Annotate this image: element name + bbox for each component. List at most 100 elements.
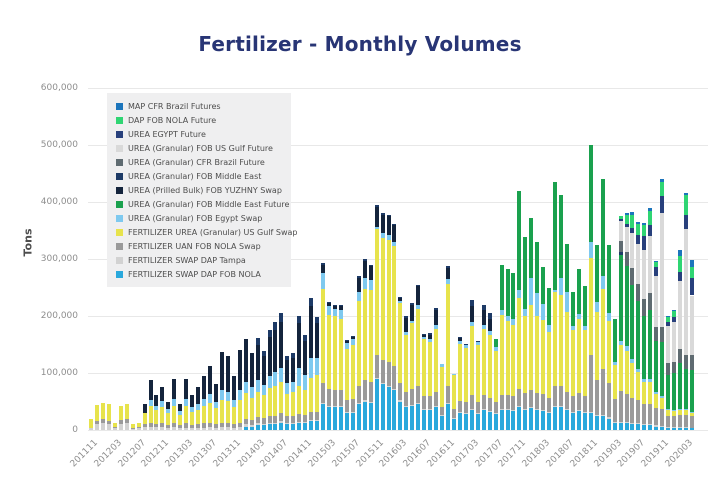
bar-segment: [624, 346, 629, 351]
bar-segment: [386, 239, 391, 363]
bar-segment: [523, 408, 528, 411]
bar-segment: [505, 316, 510, 321]
bar-segment: [374, 378, 379, 430]
bar-segment: [410, 305, 415, 321]
bar-segment: [642, 223, 647, 225]
bar-segment: [666, 321, 671, 327]
bar-segment: [178, 415, 183, 426]
bar-segment: [600, 415, 605, 430]
bar-segment: [654, 341, 659, 393]
bar-segment: [309, 377, 314, 412]
bar-segment: [249, 427, 254, 430]
gridline: [88, 373, 708, 374]
legend-item[interactable]: FERTILIZER UREA (Granular) US Gulf Swap: [116, 225, 297, 239]
bar-segment: [356, 403, 361, 405]
bar-segment: [684, 195, 688, 216]
legend-item[interactable]: UREA (Prilled Bulk) FOB YUZHNY Swap: [116, 183, 283, 197]
bar-segment: [255, 425, 260, 430]
bar-segment: [279, 423, 284, 430]
legend-item[interactable]: FERTILIZER SWAP DAP FOB NOLA: [116, 267, 283, 281]
bar-segment: [309, 421, 314, 430]
bar-segment: [434, 407, 439, 430]
bar-segment: [666, 374, 671, 409]
bar-segment: [499, 408, 504, 411]
bar-segment: [648, 207, 653, 211]
bar-segment: [535, 392, 540, 409]
bar-segment: [535, 293, 540, 316]
bar-segment: [672, 310, 677, 312]
bar-segment: [636, 223, 641, 236]
legend-item[interactable]: UREA (Granular) FOB Egypt Swap: [116, 211, 283, 225]
bar-segment: [440, 364, 445, 367]
bar-segment: [196, 427, 201, 430]
bar-segment: [660, 408, 665, 427]
bar-segment: [678, 410, 683, 415]
bar-segment: [689, 413, 694, 417]
bar-segment: [493, 402, 498, 414]
bar-segment: [434, 309, 439, 326]
bar-segment: [416, 386, 421, 404]
bar-segment: [428, 339, 433, 343]
bar-segment: [481, 304, 486, 311]
bar-segment: [457, 411, 462, 413]
bar-segment: [541, 304, 546, 320]
bar-segment: [344, 400, 349, 412]
bar-segment: [273, 329, 278, 373]
bar-segment: [678, 408, 683, 411]
bar-segment: [606, 313, 611, 321]
bar-segment: [243, 381, 248, 393]
bar-segment: [303, 389, 308, 416]
bar-segment: [374, 226, 379, 230]
legend-item[interactable]: UREA (Granular) CFR Brazil Future: [116, 155, 283, 169]
bar-segment: [332, 306, 337, 310]
bar-segment: [654, 266, 659, 276]
bar-segment: [172, 427, 177, 430]
bar-segment: [392, 225, 397, 242]
bar-segment: [338, 310, 343, 319]
bar-segment: [273, 372, 278, 387]
bar-segment: [255, 417, 260, 424]
bar-segment: [672, 415, 677, 428]
legend-item[interactable]: UREA (Granular) FOB Middle East: [116, 169, 283, 183]
bar-segment: [261, 356, 266, 385]
bar-segment: [666, 326, 671, 364]
bar-segment: [672, 427, 677, 430]
bar-segment: [303, 415, 308, 423]
legend-item[interactable]: FERTILIZER SWAP DAP Tampa: [116, 253, 283, 267]
legend-label: MAP CFR Brazil Futures: [128, 101, 221, 111]
bar-segment: [660, 213, 665, 328]
legend-label: DAP FOB NOLA Future: [128, 115, 217, 125]
bar-segment: [570, 291, 575, 326]
bar-segment: [261, 418, 266, 424]
bar-segment: [392, 246, 397, 367]
bar-segment: [594, 380, 599, 415]
bar-segment: [172, 405, 177, 423]
legend-swatch-icon: [116, 200, 123, 208]
bar-segment: [666, 426, 671, 428]
bar-segment: [523, 392, 528, 409]
legend-item[interactable]: UREA EGYPT Future: [116, 127, 283, 141]
bar-segment: [440, 415, 445, 430]
bar-segment: [208, 365, 212, 395]
bar-segment: [321, 263, 326, 265]
bar-segment: [190, 428, 195, 430]
bar-segment: [493, 414, 498, 430]
bar-segment: [422, 396, 427, 409]
bar-segment: [392, 388, 397, 391]
bar-segment: [196, 387, 201, 405]
bar-segment: [398, 383, 403, 401]
bar-segment: [362, 260, 367, 278]
legend-item[interactable]: UREA (Granular) FOB US Gulf Future: [116, 141, 283, 155]
legend-item[interactable]: DAP FOB NOLA Future: [116, 113, 283, 127]
bar-segment: [166, 402, 171, 409]
legend-item[interactable]: FERTILIZER UAN FOB NOLA Swap: [116, 239, 283, 253]
bar-segment: [523, 308, 528, 316]
legend-item[interactable]: MAP CFR Brazil Futures: [116, 99, 283, 113]
bar-segment: [428, 408, 433, 411]
legend-item[interactable]: UREA (Granular) FOB Middle East Future: [116, 197, 289, 211]
legend-label: UREA (Granular) FOB US Gulf Future: [128, 143, 273, 153]
bar-segment: [440, 414, 445, 416]
bar-segment: [142, 412, 147, 425]
bar-segment: [618, 340, 623, 346]
bar-segment: [350, 411, 355, 413]
